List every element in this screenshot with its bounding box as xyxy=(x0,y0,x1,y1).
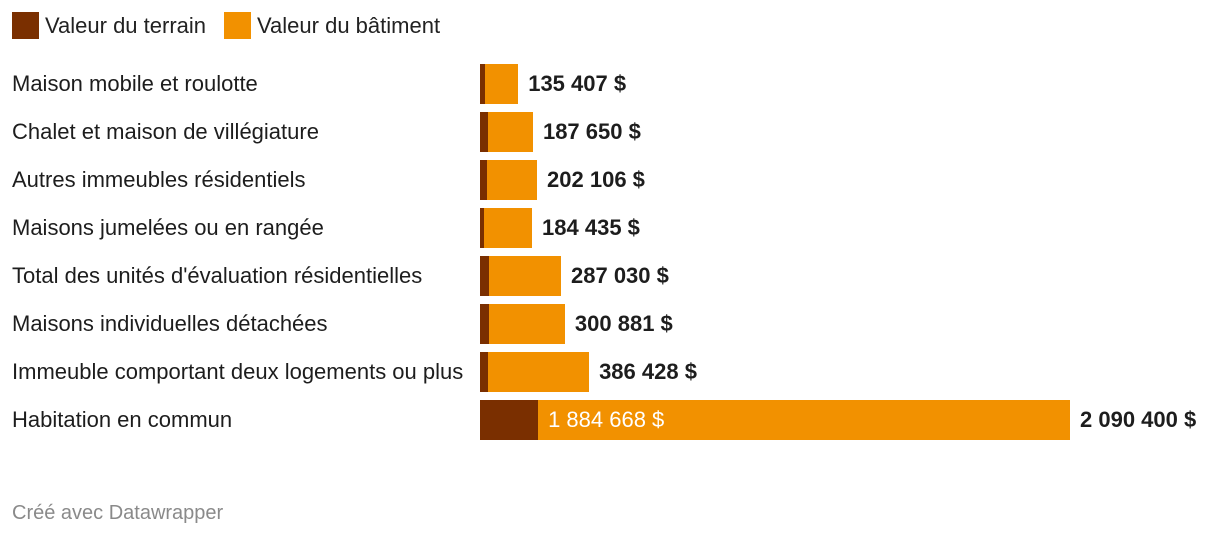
inbar-value-label: 1 884 668 $ xyxy=(548,407,665,432)
bar-batiment xyxy=(484,64,519,104)
legend-label-batiment: Valeur du bâtiment xyxy=(257,12,441,38)
legend-item-batiment: Valeur du bâtiment xyxy=(224,12,440,39)
bar-stack: 187 650 $ xyxy=(480,112,1220,152)
chart-row: Maisons jumelées ou en rangée 184 435 $ xyxy=(0,208,1220,256)
total-value-label: 135 407 $ xyxy=(528,71,627,96)
chart-row: Immeuble comportant deux logements ou pl… xyxy=(0,352,1220,400)
total-value-label: 386 428 $ xyxy=(599,359,697,384)
bar-stack: 135 407 $ xyxy=(480,64,1220,104)
legend-swatch-terrain xyxy=(12,12,39,39)
category-label: Maison mobile et roulotte xyxy=(12,71,258,96)
category-label: Maisons individuelles détachées xyxy=(12,311,328,336)
bar-terrain xyxy=(480,400,539,440)
bar-stack: 1 884 668 $ 2 090 400 $ xyxy=(480,400,1220,440)
bar-terrain xyxy=(480,112,488,152)
chart-row: Autres immeubles résidentiels 202 106 $ xyxy=(0,160,1220,208)
category-label: Maisons jumelées ou en rangée xyxy=(12,215,324,240)
bar-terrain xyxy=(480,64,485,104)
category-label: Chalet et maison de villégiature xyxy=(12,119,319,144)
bar-batiment xyxy=(487,112,533,152)
legend-swatch-batiment xyxy=(224,12,252,39)
chart-legend: Valeur du terrain Valeur du bâtiment xyxy=(12,12,440,39)
bar-stack: 184 435 $ xyxy=(480,208,1220,248)
total-value-label: 184 435 $ xyxy=(542,215,640,240)
legend-label-terrain: Valeur du terrain xyxy=(45,12,207,38)
chart-row: Maison mobile et roulotte 135 407 $ xyxy=(0,64,1220,112)
datawrapper-credit[interactable]: Créé avec Datawrapper xyxy=(12,502,224,524)
bar-batiment xyxy=(486,160,538,200)
total-value-label: 187 650 $ xyxy=(542,119,641,144)
chart-row: Chalet et maison de villégiature 187 650 … xyxy=(0,112,1220,160)
bar-stack: 386 428 $ xyxy=(480,352,1220,392)
bar-terrain xyxy=(480,208,485,248)
chart-row: Total des unités d'évaluation résidentie… xyxy=(0,256,1220,304)
bar-stack: 300 881 $ xyxy=(480,304,1220,344)
bar-terrain xyxy=(480,160,487,200)
total-value-label: 300 881 $ xyxy=(574,311,673,336)
bar-batiment xyxy=(538,400,1070,440)
bar-batiment xyxy=(488,304,565,344)
chart-row: Maisons individuelles détachées 300 881 $ xyxy=(0,304,1220,352)
category-label: Autres immeubles résidentiels xyxy=(12,167,306,192)
bar-stack: 202 106 $ xyxy=(480,160,1220,200)
total-value-label: 202 106 $ xyxy=(547,167,645,192)
category-label: Total des unités d'évaluation résidentie… xyxy=(12,263,423,288)
bar-batiment xyxy=(484,208,533,248)
chart-row: Habitation en commun 1 884 668 $ 2 090 400… xyxy=(0,400,1220,448)
bar-stack: 287 030 $ xyxy=(480,256,1220,296)
bar-batiment xyxy=(488,352,590,392)
bar-terrain xyxy=(480,352,489,392)
category-label: Habitation en commun xyxy=(12,407,233,432)
total-value-label: 287 030 $ xyxy=(571,263,669,288)
bar-terrain xyxy=(480,304,489,344)
bar-terrain xyxy=(480,256,489,296)
bar-batiment xyxy=(488,256,561,296)
total-value-label: 2 090 400 $ xyxy=(1080,407,1197,432)
legend-item-terrain: Valeur du terrain xyxy=(12,12,206,39)
category-label: Immeuble comportant deux logements ou pl… xyxy=(12,359,464,384)
